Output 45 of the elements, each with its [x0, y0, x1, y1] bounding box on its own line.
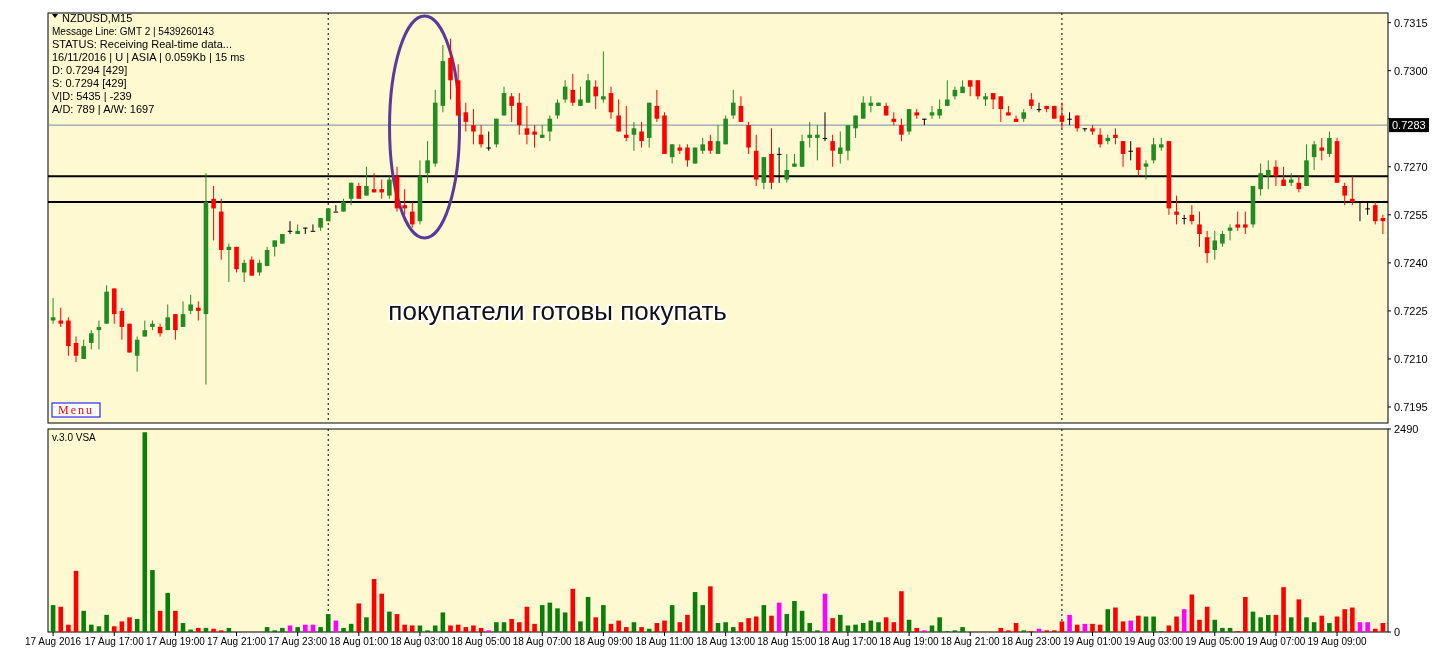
- y-tick-label: 0.7225: [1394, 304, 1428, 317]
- x-tick-label: 17 Aug 23:00: [268, 636, 328, 647]
- x-tick-label: 17 Aug 17:00: [84, 636, 145, 647]
- x-tick-label: 18 Aug 15:00: [757, 636, 817, 647]
- x-tick-label: 17 Aug 19:00: [145, 636, 206, 647]
- x-tick-label: 18 Aug 05:00: [451, 636, 511, 647]
- x-tick-label: 18 Aug 01:00: [329, 636, 389, 647]
- annotation: Menu: [58, 403, 94, 417]
- menu-button: Menu: [51, 402, 101, 418]
- chart-title: NZDUSD,M15: [62, 12, 133, 24]
- annotation: покупатели готовы покупать: [388, 296, 727, 326]
- annotation: Message Line: GMT 2 | 5439260143: [52, 26, 215, 37]
- y-tick-label: 0.7240: [1394, 256, 1428, 269]
- x-tick-label: 18 Aug 03:00: [390, 636, 450, 647]
- x-tick-label: 19 Aug 07:00: [1246, 636, 1306, 647]
- x-tick-label: 19 Aug 01:00: [1063, 636, 1123, 647]
- annotation: V|D: 5435 | -239: [52, 90, 132, 102]
- y-tick-label: 0.7315: [1394, 16, 1428, 29]
- annotation: S: 0.7294 [429]: [52, 77, 127, 89]
- x-tick-label: 18 Aug 07:00: [512, 636, 573, 647]
- y-tick-label: 0.7300: [1394, 64, 1428, 77]
- x-tick-label: 18 Aug 21:00: [940, 636, 1001, 647]
- y-tick-label: 0.7195: [1394, 400, 1428, 413]
- x-tick-label: 17 Aug 21:00: [207, 636, 267, 647]
- annotation: STATUS: Receiving Real-time data...: [52, 38, 232, 50]
- x-tick-label: 19 Aug 09:00: [1307, 636, 1367, 647]
- chart-title: v.3.0 VSA: [52, 432, 97, 443]
- ref-line-label: 0.7283: [1392, 119, 1426, 132]
- x-tick-label: 19 Aug 05:00: [1185, 636, 1245, 647]
- annotation: A/D: 789 | A/W: 1697: [52, 103, 155, 115]
- annotation: 16/11/2016 | U | ASIA | 0.059Kb | 15 ms: [52, 51, 246, 63]
- y-tick-label: 2490: [1394, 423, 1419, 435]
- x-tick-label: 17 Aug 2016: [25, 636, 82, 647]
- x-tick-label: 18 Aug 19:00: [879, 636, 939, 647]
- y-tick-label: 0.7210: [1394, 352, 1428, 365]
- x-tick-label: 18 Aug 23:00: [1001, 636, 1062, 647]
- annotation: D: 0.7294 [429]: [52, 64, 128, 76]
- y-tick-label: 0.7270: [1394, 160, 1428, 173]
- x-tick-label: 18 Aug 13:00: [696, 636, 756, 647]
- x-tick-label: 18 Aug 11:00: [635, 636, 695, 647]
- x-tick-label: 18 Aug 17:00: [818, 636, 878, 647]
- x-tick-label: 19 Aug 03:00: [1124, 636, 1184, 647]
- y-tick-label: 0.7255: [1394, 208, 1428, 221]
- x-tick-label: 18 Aug 09:00: [573, 636, 634, 647]
- y-tick-label: 0: [1394, 626, 1401, 638]
